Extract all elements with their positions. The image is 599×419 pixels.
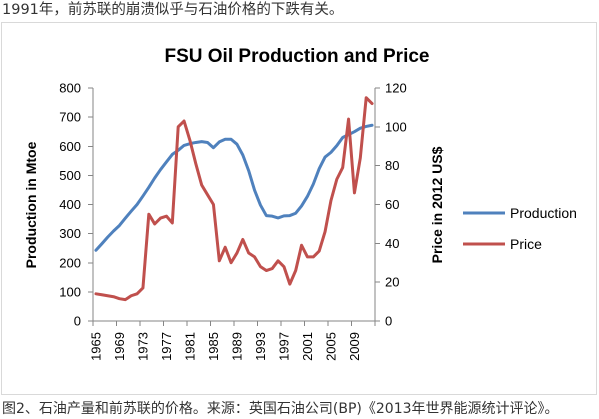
x-tick-label: 1977 — [159, 332, 174, 361]
x-tick-label: 1989 — [229, 332, 244, 361]
x-tick-label: 2001 — [300, 332, 315, 361]
x-tick-label: 1981 — [182, 332, 197, 361]
y-axis-right-title: Price in 2012 US$ — [429, 146, 445, 263]
y-right-tick-label: 20 — [385, 275, 399, 290]
y-right-tick-label: 100 — [385, 119, 407, 134]
intro-text: 1991年，前苏联的崩溃似乎与石油价格的下跌有关。 — [2, 2, 344, 18]
y-left-tick-label: 800 — [59, 81, 81, 96]
y-left-tick-label: 400 — [59, 197, 81, 212]
x-tick-label: 1965 — [88, 332, 103, 361]
y-left-tick-label: 0 — [74, 314, 81, 329]
y-right-tick-label: 80 — [385, 158, 399, 173]
legend-label-production: Production — [510, 205, 577, 221]
series-line-production — [94, 123, 374, 252]
x-tick-label: 1973 — [135, 332, 150, 361]
y-left-tick-label: 500 — [59, 168, 81, 183]
figure-caption: 图2、石油产量和前苏联的价格。来源：英国石油公司(BP)《2013年世界能源统计… — [2, 401, 559, 417]
y-right-tick-label: 40 — [385, 236, 399, 251]
x-tick-label: 1993 — [253, 332, 268, 361]
y-right-tick-label: 120 — [385, 81, 407, 96]
x-tick-label: 1969 — [112, 332, 127, 361]
y-right-tick-label: 60 — [385, 197, 399, 212]
legend-label-price: Price — [510, 236, 542, 252]
y-left-tick-label: 300 — [59, 226, 81, 241]
x-tick-label: 1985 — [206, 332, 221, 361]
chart-title: FSU Oil Production and Price — [165, 46, 430, 67]
x-tick-label: 2005 — [323, 332, 338, 361]
y-axis-left-title: Production in Mtoe — [23, 141, 39, 268]
axes: 0 100 200 300 400 500 600 700 800 0 20 40 60 80 100 120… — [59, 81, 406, 361]
y-left-tick-label: 600 — [59, 139, 81, 154]
series-line-price — [94, 96, 374, 302]
series-layer — [94, 96, 374, 302]
y-right-tick-label: 0 — [385, 314, 392, 329]
legend: Production Price — [463, 205, 577, 252]
y-left-tick-label: 200 — [59, 255, 81, 270]
y-left-tick-label: 100 — [59, 284, 81, 299]
x-tick-label: 1997 — [276, 332, 291, 361]
y-left-tick-label: 700 — [59, 110, 81, 125]
x-tick-label: 2009 — [347, 332, 362, 361]
